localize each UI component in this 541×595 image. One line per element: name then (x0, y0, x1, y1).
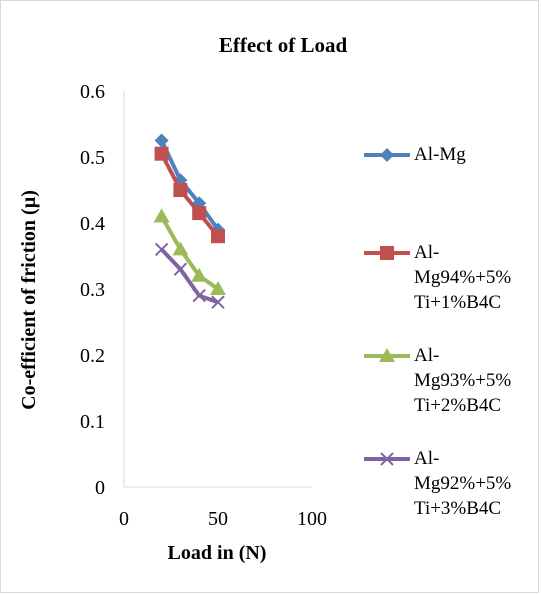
y-tick-label: 0.1 (80, 411, 105, 433)
legend-label-line: Mg93%+5% (414, 370, 512, 391)
series-line (159, 215, 220, 291)
legend-swatch (364, 452, 410, 466)
y-tick-label: 0.4 (80, 213, 105, 235)
y-axis-title: Co-efficient of friction (µ) (18, 190, 40, 410)
x-tick-label: 0 (119, 508, 129, 530)
legend-label-line: Mg92%+5% (414, 473, 512, 494)
legend-label: Al- Mg94%+5% Ti+1%B4C (414, 240, 539, 315)
data-point (210, 281, 226, 295)
legend-label-line: Ti+1%B4C (414, 292, 502, 313)
y-tick-label: 0 (95, 477, 105, 499)
legend-label: Al- Mg92%+5% Ti+3%B4C (414, 446, 539, 521)
data-point (153, 208, 170, 223)
y-tick-label: 0.2 (80, 345, 105, 367)
legend-label-line: Mg94%+5% (414, 267, 512, 288)
series-line (159, 139, 220, 231)
data-point (191, 267, 208, 282)
x-tick-label: 100 (297, 508, 327, 530)
legend-label: Al- Mg93%+5% Ti+2%B4C (414, 343, 539, 418)
legend-label-line: Al-Mg (414, 144, 466, 165)
series-3 (154, 242, 225, 309)
legend-label-line: Ti+2%B4C (414, 395, 502, 416)
legend-swatch (364, 246, 410, 260)
data-point (154, 133, 169, 148)
legend-label-line: Al- (414, 242, 440, 263)
chart-title: Effect of Load (219, 33, 348, 57)
data-point (211, 229, 225, 244)
legend-swatch (364, 348, 410, 362)
y-tick-label: 0.5 (80, 147, 105, 169)
y-tick-label: 0.6 (80, 81, 105, 103)
legend-label-line: Al- (414, 345, 440, 366)
data-point (192, 288, 206, 303)
data-point (211, 295, 225, 309)
series-2 (153, 208, 226, 295)
series-line (159, 152, 220, 238)
data-point (172, 241, 189, 256)
series-1 (154, 146, 225, 244)
x-tick-label: 50 (208, 508, 228, 530)
data-point (154, 242, 169, 257)
y-tick-label: 0.3 (80, 279, 105, 301)
data-point (173, 262, 188, 276)
series-line (160, 248, 219, 305)
data-point (173, 183, 188, 197)
data-point (154, 146, 169, 161)
legend-swatch (364, 148, 410, 162)
x-axis-title: Load in (N) (168, 542, 267, 564)
legend-label-line: Ti+3%B4C (414, 498, 502, 519)
legend-label-line: Al- (414, 448, 440, 469)
legend-label: Al-Mg (414, 142, 539, 167)
data-point (192, 206, 207, 221)
